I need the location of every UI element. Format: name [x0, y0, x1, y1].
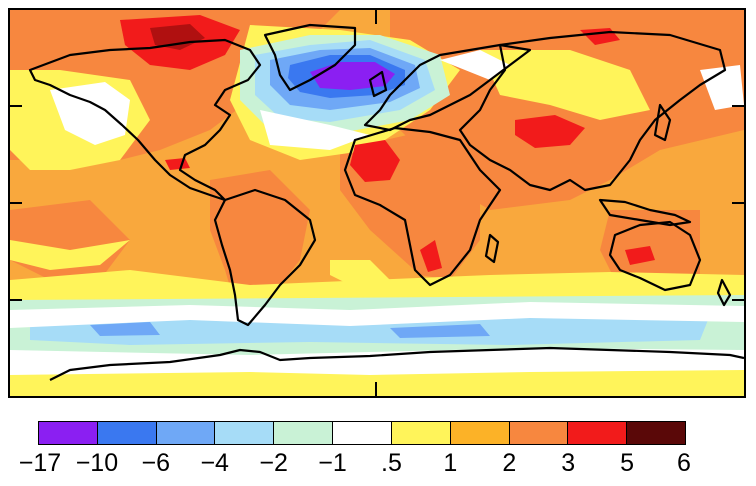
colorbar-tick-label: −2	[259, 449, 288, 477]
colorbar-swatch	[391, 422, 451, 444]
colorbar-swatch	[274, 422, 334, 444]
coast-asia	[458, 30, 727, 192]
colorbar-swatch	[156, 422, 216, 444]
colorbar-tick-label: 2	[502, 449, 517, 477]
coast-europe	[363, 43, 532, 132]
colorbar-swatch	[97, 422, 157, 444]
north-atlantic-cold-anomaly	[240, 35, 450, 135]
colorbar-swatch	[333, 422, 392, 444]
map-canvas	[10, 10, 744, 396]
temperature-anomaly-map	[8, 8, 746, 398]
colorbar-tick-label: −1	[318, 449, 347, 477]
coast-australia	[608, 220, 702, 292]
anomaly-field-cool	[10, 295, 744, 360]
colorbar-tick-label: 6	[677, 449, 691, 477]
colorbar-tick-label: 3	[561, 449, 576, 477]
coast-south-america	[213, 188, 317, 327]
coast-north-america	[28, 38, 262, 202]
coast-antarctica	[49, 346, 744, 381]
coast-new-zealand	[716, 278, 732, 307]
colorbar-tick-label: −4	[200, 449, 229, 477]
strong-warm-anomalies	[150, 24, 205, 50]
colorbar-swatch	[39, 422, 98, 444]
colorbar-swatch	[509, 422, 569, 444]
colorbar-swatch	[450, 422, 510, 444]
colorbar-swatch	[215, 422, 275, 444]
colorbar-swatch	[568, 422, 628, 444]
coast-british-isles	[368, 70, 388, 98]
colorbar-swatch	[627, 422, 685, 444]
frame-ticks	[10, 10, 744, 396]
coastlines	[28, 23, 744, 381]
colorbar-tick-label: .5	[381, 449, 402, 477]
colorbar	[38, 421, 686, 445]
colorbar-tick-label: −10	[75, 449, 119, 477]
colorbar-tick-label: −17	[18, 449, 62, 477]
coast-greenland	[263, 23, 357, 92]
colorbar-labels: −17 −10 −6 −4 −2 −1 .5 1 2 3 5 6	[0, 449, 756, 483]
colorbar-tick-label: 5	[620, 449, 635, 477]
coast-madagascar	[484, 233, 500, 264]
colorbar-tick-label: −6	[141, 449, 171, 477]
coast-indonesia	[598, 198, 692, 227]
coast-japan	[653, 103, 672, 142]
colorbar-tick-label: 1	[443, 449, 458, 477]
coast-africa	[343, 126, 502, 287]
anomaly-field-white	[10, 50, 744, 375]
